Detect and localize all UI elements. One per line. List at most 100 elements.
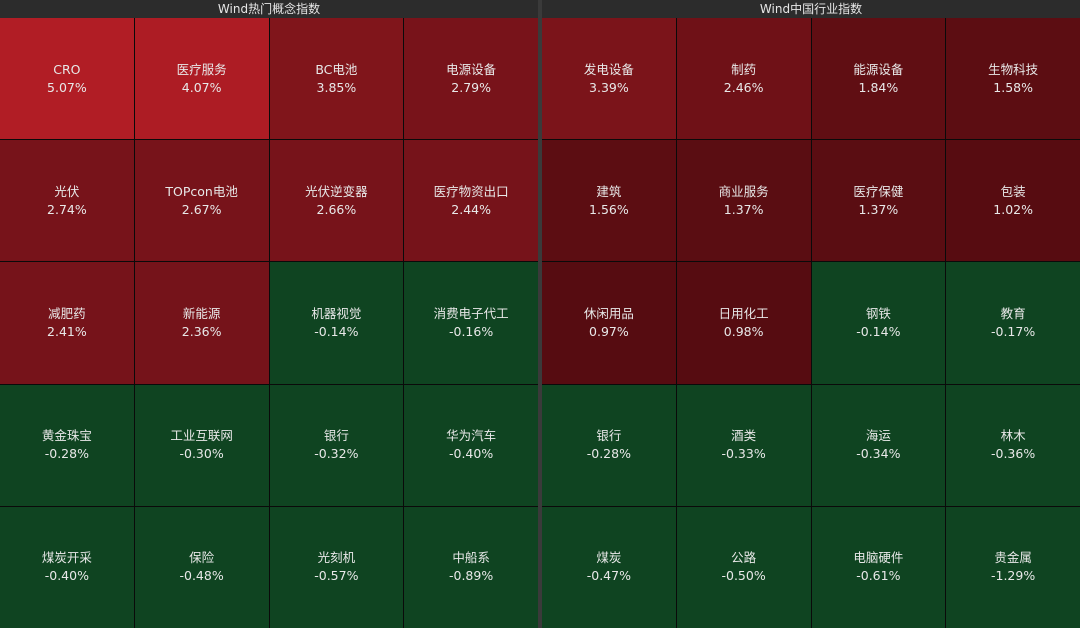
tile-change: 4.07% [181,79,222,95]
tile[interactable]: 工业互联网 -0.30% [134,384,269,506]
tile[interactable]: 公路 -0.50% [676,506,811,628]
tile[interactable]: 光刻机 -0.57% [269,506,404,628]
tile[interactable]: TOPcon电池 2.67% [134,140,269,262]
tile[interactable]: 光伏 2.74% [0,140,134,262]
tile[interactable]: 医疗服务 4.07% [134,18,269,140]
tile-name: 保险 [189,550,215,566]
tile-change: 1.02% [993,201,1033,217]
tile-name: 商业服务 [718,183,769,199]
tile-name: CRO [53,61,81,77]
tile[interactable]: 光伏逆变器 2.66% [269,140,404,262]
tile[interactable]: 钢铁 -0.14% [811,262,946,384]
tile-change: -0.89% [449,568,494,584]
tile-change: -0.14% [856,323,901,339]
tile-change: 1.37% [723,201,764,217]
tile[interactable]: 贵金属 -1.29% [946,506,1080,628]
tile[interactable]: 华为汽车 -0.40% [404,384,538,506]
tile[interactable]: 电源设备 2.79% [404,18,538,140]
tile[interactable]: 医疗物资出口 2.44% [404,140,538,262]
tile-name: 贵金属 [994,550,1032,566]
tile-change: 1.56% [589,201,629,217]
tile-name: 能源设备 [853,61,904,77]
tile-name: 生物科技 [988,61,1039,77]
tile-name: 公路 [731,550,757,566]
tile-name: 华为汽车 [446,428,497,444]
tile-grid: 发电设备 3.39% 制药 2.46% 能源设备 1.84% 生物科技 1.58% 建筑 1.56… [542,18,1080,628]
tile-name: 钢铁 [865,305,891,321]
tile[interactable]: CRO 5.07% [0,18,134,140]
tile-name: 酒类 [731,428,757,444]
tile[interactable]: 海运 -0.34% [811,384,946,506]
tile[interactable]: 教育 -0.17% [946,262,1080,384]
tile[interactable]: 机器视觉 -0.14% [269,262,404,384]
tile-name: 新能源 [182,305,221,321]
tile[interactable]: BC电池 3.85% [269,18,404,140]
tile-name: 银行 [596,428,622,444]
tile-change: -0.34% [856,446,901,462]
panel: Wind中国行业指数 发电设备 3.39% 制药 2.46% 能源设备 1.84% 生物科技 1… [542,0,1080,628]
tile-name: 医疗物资出口 [433,183,509,199]
tile-change: 2.67% [181,201,222,217]
tile-change: 0.98% [723,323,764,339]
tile-change: 3.39% [589,79,629,95]
tile-name: 光伏逆变器 [305,183,368,199]
tile-change: -0.32% [314,446,359,462]
tile[interactable]: 包装 1.02% [946,140,1080,262]
tile-change: -0.40% [449,446,494,462]
tile[interactable]: 日用化工 0.98% [676,262,811,384]
tile[interactable]: 减肥药 2.41% [0,262,134,384]
tile[interactable]: 建筑 1.56% [542,140,676,262]
panel-title: Wind热门概念指数 [0,0,538,18]
tile-change: -0.50% [721,568,766,584]
tile[interactable]: 新能源 2.36% [134,262,269,384]
tile-name: 机器视觉 [311,305,362,321]
tile[interactable]: 酒类 -0.33% [676,384,811,506]
tile-name: 日用化工 [718,305,769,321]
tile-change: -0.61% [856,568,901,584]
tile-change: -0.33% [721,446,766,462]
tile[interactable]: 商业服务 1.37% [676,140,811,262]
tile-name: 光伏 [54,183,80,199]
tile-change: -0.28% [44,446,89,462]
tile-name: 煤炭 [596,550,622,566]
tile-change: -0.48% [179,568,224,584]
tile-name: 黄金珠宝 [41,428,92,444]
tile[interactable]: 医疗保健 1.37% [811,140,946,262]
tile[interactable]: 消费电子代工 -0.16% [404,262,538,384]
panel-title: Wind中国行业指数 [542,0,1080,18]
tile-name: 制药 [731,61,757,77]
tile[interactable]: 银行 -0.32% [269,384,404,506]
tile[interactable]: 中船系 -0.89% [404,506,538,628]
tile-name: 发电设备 [583,61,634,77]
tile[interactable]: 制药 2.46% [676,18,811,140]
tile[interactable]: 银行 -0.28% [542,384,676,506]
tile-change: 3.85% [316,79,357,95]
tile-change: -0.47% [586,568,631,584]
tile[interactable]: 煤炭开采 -0.40% [0,506,134,628]
tile-change: -0.57% [314,568,359,584]
tile-change: -0.36% [991,446,1036,462]
tile[interactable]: 休闲用品 0.97% [542,262,676,384]
tile[interactable]: 黄金珠宝 -0.28% [0,384,134,506]
tile-name: 医疗保健 [853,183,904,199]
tile-name: 医疗服务 [176,61,227,77]
tile-change: -0.14% [314,323,359,339]
tile-name: 教育 [1000,305,1026,321]
tile-change: 1.37% [858,201,899,217]
tile-change: 2.66% [316,201,357,217]
tile-change: 2.41% [47,323,87,339]
tile[interactable]: 发电设备 3.39% [542,18,676,140]
tile-change: 5.07% [47,79,87,95]
tile[interactable]: 煤炭 -0.47% [542,506,676,628]
tile[interactable]: 生物科技 1.58% [946,18,1080,140]
tile-change: -1.29% [991,568,1036,584]
tile-name: 建筑 [596,183,622,199]
tile[interactable]: 林木 -0.36% [946,384,1080,506]
tile[interactable]: 保险 -0.48% [134,506,269,628]
tile[interactable]: 电脑硬件 -0.61% [811,506,946,628]
tile[interactable]: 能源设备 1.84% [811,18,946,140]
tile-change: 2.44% [451,201,491,217]
tile-grid: CRO 5.07% 医疗服务 4.07% BC电池 3.85% 电源设备 2.79% 光伏 2.7… [0,18,538,628]
tile-name: BC电池 [315,61,358,77]
